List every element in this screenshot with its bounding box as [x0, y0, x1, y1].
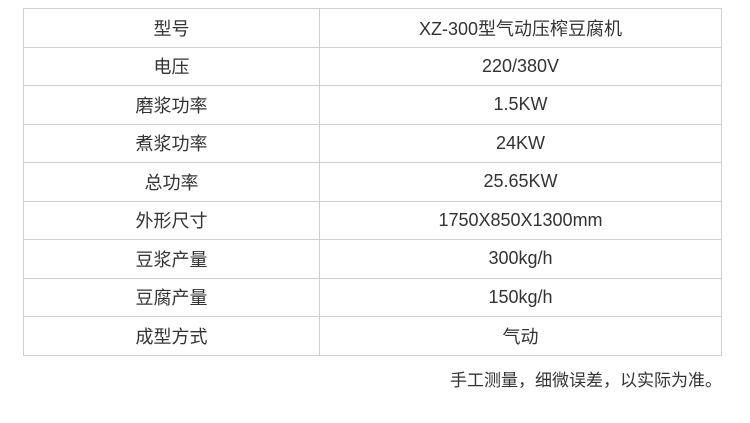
spec-value: 220/380V [319, 46, 722, 86]
spec-label: 外形尺寸 [23, 200, 320, 240]
spec-value: 300kg/h [319, 239, 722, 279]
spec-label: 豆腐产量 [23, 277, 320, 317]
spec-value: 24KW [319, 123, 722, 163]
table-row: 总功率 25.65KW [23, 162, 722, 202]
spec-label: 磨浆功率 [23, 85, 320, 125]
spec-value: 1750X850X1300mm [319, 200, 722, 240]
footnote: 手工测量，细微误差，以实际为准。 [450, 371, 722, 390]
spec-table: 型号 XZ-300型气动压榨豆腐机 电压 220/380V 磨浆功率 1.5KW 煮浆功率 2… [23, 8, 722, 356]
spec-value: XZ-300型气动压榨豆腐机 [319, 8, 722, 48]
table-row: 煮浆功率 24KW [23, 123, 722, 163]
table-row: 磨浆功率 1.5KW [23, 85, 722, 125]
table-row: 成型方式 气动 [23, 316, 722, 356]
spec-value: 150kg/h [319, 277, 722, 317]
table-row: 豆浆产量 300kg/h [23, 239, 722, 279]
spec-value: 1.5KW [319, 85, 722, 125]
spec-value: 气动 [319, 316, 722, 356]
table-row: 豆腐产量 150kg/h [23, 277, 722, 317]
table-row: 型号 XZ-300型气动压榨豆腐机 [23, 8, 722, 48]
spec-label: 豆浆产量 [23, 239, 320, 279]
spec-label: 成型方式 [23, 316, 320, 356]
spec-value: 25.65KW [319, 162, 722, 202]
table-row: 外形尺寸 1750X850X1300mm [23, 200, 722, 240]
spec-label: 煮浆功率 [23, 123, 320, 163]
table-row: 电压 220/380V [23, 46, 722, 86]
spec-label: 总功率 [23, 162, 320, 202]
spec-label: 电压 [23, 46, 320, 86]
spec-label: 型号 [23, 8, 320, 48]
